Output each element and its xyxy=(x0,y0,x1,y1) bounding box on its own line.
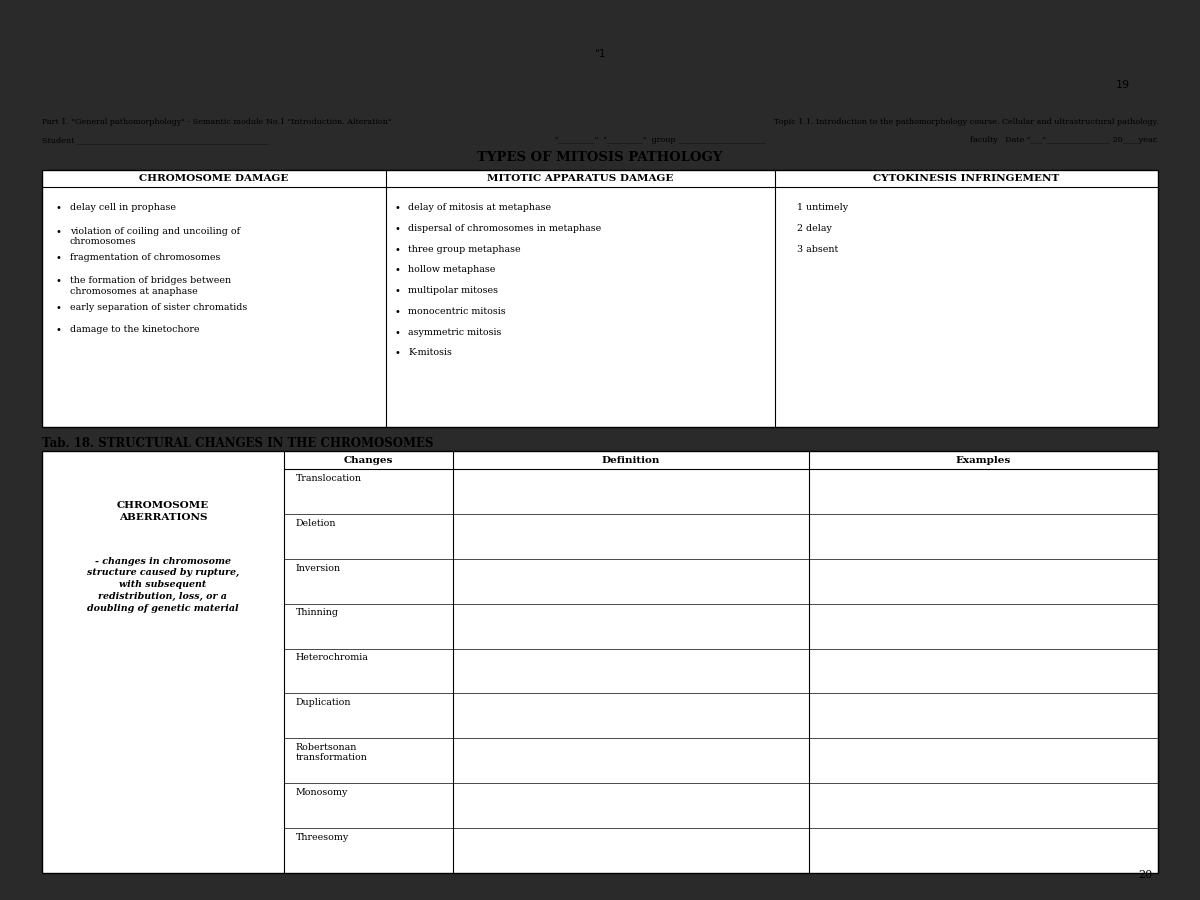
Text: •: • xyxy=(55,253,61,263)
Text: dispersal of chromosomes in metaphase: dispersal of chromosomes in metaphase xyxy=(408,224,601,233)
Text: Duplication: Duplication xyxy=(295,698,350,707)
Text: •: • xyxy=(55,227,61,237)
Text: Heterochromia: Heterochromia xyxy=(295,653,368,662)
Text: violation of coiling and uncoiling of
chromosomes: violation of coiling and uncoiling of ch… xyxy=(70,227,240,246)
Text: Monosomy: Monosomy xyxy=(295,788,348,796)
Text: early separation of sister chromatids: early separation of sister chromatids xyxy=(70,302,247,311)
Text: damage to the kinetochore: damage to the kinetochore xyxy=(70,326,199,335)
Text: faculty   Date "___"________________ 20____year.: faculty Date "___"________________ 20___… xyxy=(970,136,1158,144)
Text: CHROMOSOME
ABERRATIONS: CHROMOSOME ABERRATIONS xyxy=(116,500,209,522)
Text: fragmentation of chromosomes: fragmentation of chromosomes xyxy=(70,253,221,262)
Text: 2 delay: 2 delay xyxy=(798,224,833,233)
Text: Changes: Changes xyxy=(344,456,394,465)
Text: - changes in chromosome
structure caused by rupture,
with subsequent
redistribut: - changes in chromosome structure caused… xyxy=(86,556,239,613)
Text: •: • xyxy=(395,203,401,213)
Text: Examples: Examples xyxy=(956,456,1012,465)
Text: delay cell in prophase: delay cell in prophase xyxy=(70,203,176,212)
Text: •: • xyxy=(55,302,61,313)
Text: •: • xyxy=(55,203,61,213)
Text: multipolar mitoses: multipolar mitoses xyxy=(408,286,498,295)
Text: Robertsonan
transformation: Robertsonan transformation xyxy=(295,742,367,762)
Text: •: • xyxy=(55,326,61,336)
Text: “1: “1 xyxy=(594,49,606,58)
Text: 1 untimely: 1 untimely xyxy=(798,203,848,212)
Text: CHROMOSOME DAMAGE: CHROMOSOME DAMAGE xyxy=(139,174,288,183)
Text: Tab. 18. STRUCTURAL CHANGES IN THE CHROMOSOMES: Tab. 18. STRUCTURAL CHANGES IN THE CHROM… xyxy=(42,436,433,450)
Text: three group metaphase: three group metaphase xyxy=(408,245,521,254)
Text: 20: 20 xyxy=(1139,870,1153,880)
Text: MITOTIC APPARATUS DAMAGE: MITOTIC APPARATUS DAMAGE xyxy=(487,174,673,183)
Text: •: • xyxy=(55,276,61,286)
Text: Part 1. "General pathomorphology" - Semantic module No.1 "Introduction. Alterati: Part 1. "General pathomorphology" - Sema… xyxy=(42,118,391,125)
Text: •: • xyxy=(395,245,401,256)
Text: •: • xyxy=(395,308,401,318)
Text: •: • xyxy=(395,224,401,234)
Bar xyxy=(42,170,1158,427)
Text: asymmetric mitosis: asymmetric mitosis xyxy=(408,328,502,337)
Text: "_________"  "_________"  group ______________________: "_________" "_________" group __________… xyxy=(554,136,766,144)
Text: delay of mitosis at metaphase: delay of mitosis at metaphase xyxy=(408,203,551,212)
Text: monocentric mitosis: monocentric mitosis xyxy=(408,308,506,317)
Text: Definition: Definition xyxy=(602,456,660,465)
Text: Inversion: Inversion xyxy=(295,563,341,572)
Text: hollow metaphase: hollow metaphase xyxy=(408,266,496,274)
Text: Threesomy: Threesomy xyxy=(295,832,349,842)
Text: the formation of bridges between
chromosomes at anaphase: the formation of bridges between chromos… xyxy=(70,276,230,296)
Text: Student ________________________________________________: Student ________________________________… xyxy=(42,136,269,144)
Text: Deletion: Deletion xyxy=(295,519,336,528)
Text: •: • xyxy=(395,328,401,338)
Text: •: • xyxy=(395,286,401,296)
Text: Topic 1.1. Introduction to the pathomorphology course. Cellular and ultrastructu: Topic 1.1. Introduction to the pathomorp… xyxy=(774,118,1158,125)
Text: K-mitosis: K-mitosis xyxy=(408,348,452,357)
Text: Translocation: Translocation xyxy=(295,474,361,483)
Text: 3 absent: 3 absent xyxy=(798,245,839,254)
Text: Thinning: Thinning xyxy=(295,608,338,617)
Text: TYPES OF MITOSIS PATHOLOGY: TYPES OF MITOSIS PATHOLOGY xyxy=(478,151,722,165)
Text: •: • xyxy=(395,266,401,275)
Text: 19: 19 xyxy=(1116,80,1130,90)
Text: CYTOKINESIS INFRINGEMENT: CYTOKINESIS INFRINGEMENT xyxy=(874,174,1060,183)
Text: •: • xyxy=(395,348,401,358)
Bar xyxy=(42,452,1158,873)
